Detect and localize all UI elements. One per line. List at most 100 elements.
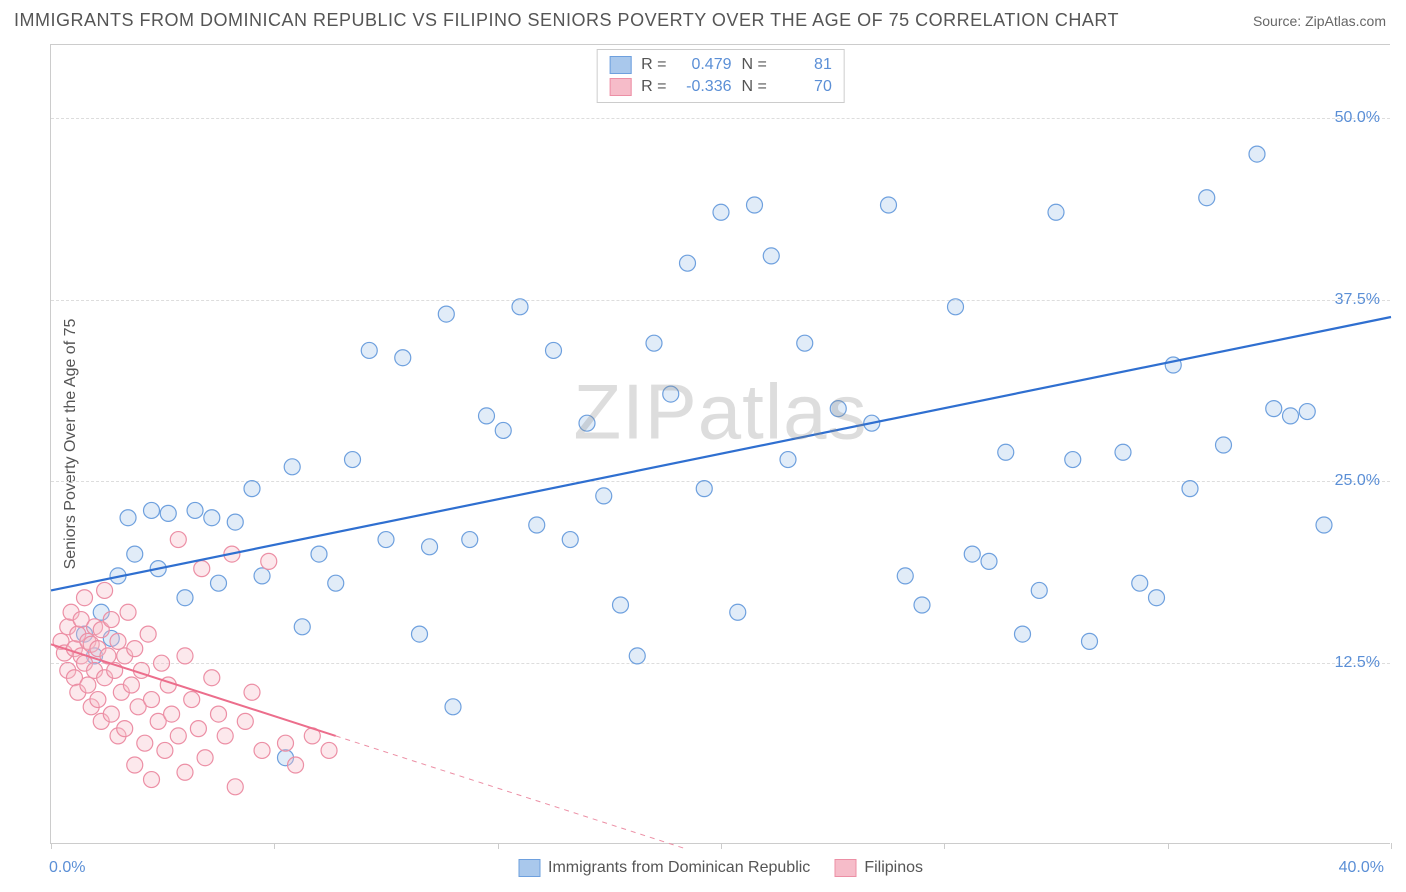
data-point <box>311 546 327 562</box>
data-point <box>730 604 746 620</box>
data-point <box>254 742 270 758</box>
series-label-2: Filipinos <box>864 859 923 877</box>
data-point <box>244 684 260 700</box>
data-point <box>495 422 511 438</box>
data-point <box>747 197 763 213</box>
data-point <box>1132 575 1148 591</box>
data-point <box>160 505 176 521</box>
data-point <box>763 248 779 264</box>
data-point <box>1249 146 1265 162</box>
data-point <box>1283 408 1299 424</box>
data-point <box>137 735 153 751</box>
x-tick <box>498 843 499 849</box>
data-point <box>197 750 213 766</box>
data-point <box>964 546 980 562</box>
source-label: Source: <box>1253 13 1305 29</box>
x-tick <box>274 843 275 849</box>
data-point <box>395 350 411 366</box>
data-point <box>696 481 712 497</box>
data-point <box>154 655 170 671</box>
stats-legend-row-2: R = -0.336 N = 70 <box>609 76 832 98</box>
data-point <box>211 575 227 591</box>
data-point <box>80 677 96 693</box>
data-point <box>284 459 300 475</box>
source-name: ZipAtlas.com <box>1305 13 1386 29</box>
data-point <box>227 779 243 795</box>
data-point <box>103 706 119 722</box>
data-point <box>170 532 186 548</box>
data-point <box>77 590 93 606</box>
r-value-1: 0.479 <box>677 56 732 74</box>
series-legend-item-1: Immigrants from Dominican Republic <box>518 859 810 877</box>
data-point <box>512 299 528 315</box>
data-point <box>144 772 160 788</box>
data-point <box>204 510 220 526</box>
data-point <box>140 626 156 642</box>
series-legend: Immigrants from Dominican Republic Filip… <box>518 859 923 877</box>
data-point <box>948 299 964 315</box>
data-point <box>127 757 143 773</box>
data-point <box>170 728 186 744</box>
data-point <box>1065 452 1081 468</box>
data-point <box>190 721 206 737</box>
series-swatch-2 <box>834 859 856 877</box>
data-point <box>1182 481 1198 497</box>
data-point <box>780 452 796 468</box>
data-point <box>103 612 119 628</box>
x-tick <box>721 843 722 849</box>
n-value-2: 70 <box>777 78 832 96</box>
data-point <box>278 735 294 751</box>
data-point <box>144 692 160 708</box>
scatter-svg <box>51 45 1390 843</box>
data-point <box>261 553 277 569</box>
n-value-1: 81 <box>777 56 832 74</box>
data-point <box>438 306 454 322</box>
data-point <box>217 728 233 744</box>
data-point <box>897 568 913 584</box>
data-point <box>797 335 813 351</box>
data-point <box>1199 190 1215 206</box>
data-point <box>294 619 310 635</box>
data-point <box>254 568 270 584</box>
x-tick <box>1391 843 1392 849</box>
data-point <box>90 692 106 708</box>
data-point <box>361 342 377 358</box>
data-point <box>479 408 495 424</box>
data-point <box>1149 590 1165 606</box>
data-point <box>110 633 126 649</box>
data-point <box>1048 204 1064 220</box>
data-point <box>117 721 133 737</box>
data-point <box>646 335 662 351</box>
data-point <box>462 532 478 548</box>
data-point <box>164 706 180 722</box>
x-tick-label-max: 40.0% <box>1339 859 1384 877</box>
data-point <box>613 597 629 613</box>
chart-plot-area: Seniors Poverty Over the Age of 75 12.5%… <box>50 44 1390 844</box>
data-point <box>579 415 595 431</box>
data-point <box>204 670 220 686</box>
data-point <box>1031 582 1047 598</box>
stats-legend-box: R = 0.479 N = 81 R = -0.336 N = 70 <box>596 49 845 103</box>
data-point <box>120 604 136 620</box>
header-bar: IMMIGRANTS FROM DOMINICAN REPUBLIC VS FI… <box>0 0 1406 39</box>
series-label-1: Immigrants from Dominican Republic <box>548 859 810 877</box>
data-point <box>123 677 139 693</box>
stats-legend-row-1: R = 0.479 N = 81 <box>609 54 832 76</box>
data-point <box>97 582 113 598</box>
data-point <box>321 742 337 758</box>
data-point <box>1015 626 1031 642</box>
data-point <box>237 713 253 729</box>
data-point <box>596 488 612 504</box>
legend-swatch-series2 <box>609 78 631 96</box>
x-tick <box>944 843 945 849</box>
n-label-1: N = <box>742 56 767 74</box>
data-point <box>211 706 227 722</box>
data-point <box>1299 404 1315 420</box>
legend-swatch-series1 <box>609 56 631 74</box>
data-point <box>227 514 243 530</box>
data-point <box>1316 517 1332 533</box>
data-point <box>713 204 729 220</box>
data-point <box>1216 437 1232 453</box>
data-point <box>1266 401 1282 417</box>
data-point <box>288 757 304 773</box>
